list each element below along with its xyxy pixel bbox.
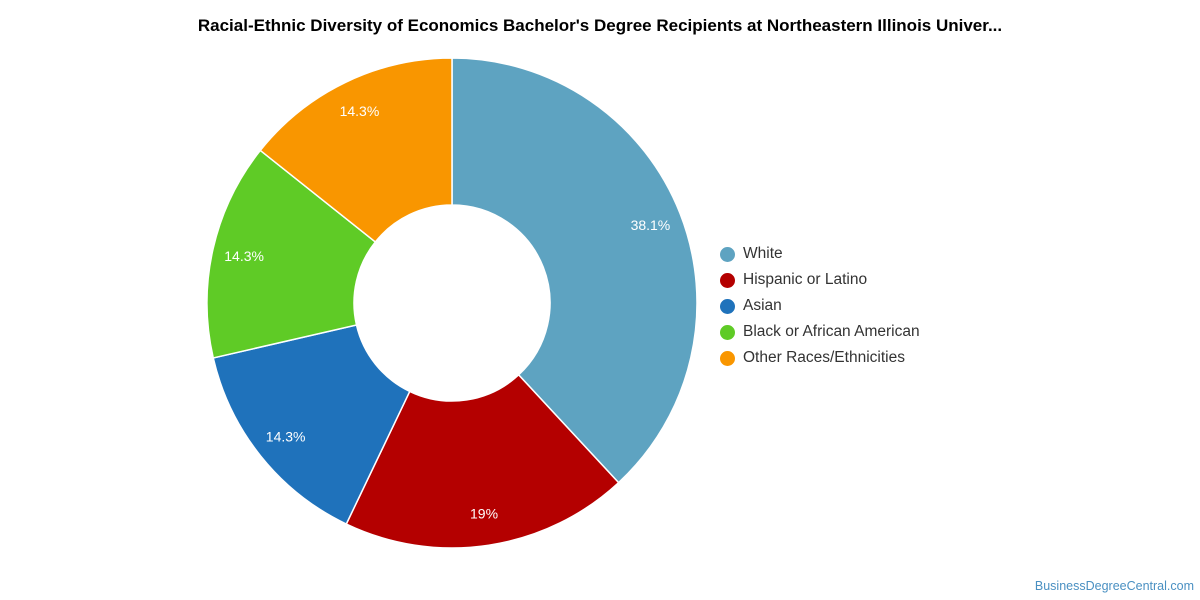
- legend-swatch: [720, 272, 735, 288]
- slice-hispanic-or-latino: [345, 373, 620, 549]
- chart-legend: White Hispanic or Latino Asian Black or Afr…: [720, 241, 920, 371]
- legend-swatch: [720, 324, 735, 340]
- chart-title: Racial-Ethnic Diversity of Economics Bac…: [197, 16, 1003, 35]
- legend-item: Asian: [720, 293, 920, 319]
- slice-label: 14.3%: [224, 248, 264, 264]
- legend-label: Hispanic or Latino: [743, 271, 868, 288]
- slice-label: 14.3%: [266, 428, 306, 444]
- watermark: BusinessDegreeCentral.com: [1034, 579, 1194, 593]
- legend-swatch: [720, 298, 735, 314]
- slice-label: 38.1%: [631, 217, 671, 233]
- legend-swatch: [720, 246, 735, 262]
- legend-label: White: [743, 245, 783, 262]
- legend-item: Other Races/Ethnicities: [720, 345, 920, 371]
- legend-label: Asian: [743, 297, 782, 314]
- legend-label: Black or African American: [743, 323, 920, 340]
- legend-swatch: [720, 350, 735, 366]
- slice-white: [451, 57, 698, 484]
- legend-item: White: [720, 241, 920, 267]
- slice-black-or-african-american: [206, 149, 377, 359]
- legend-item: Black or African American: [720, 319, 920, 345]
- slice-other-races-ethnicities: [259, 57, 453, 244]
- slice-label: 14.3%: [340, 103, 380, 119]
- slice-label: 19%: [470, 506, 498, 522]
- slice-asian: [212, 324, 411, 526]
- legend-label: Other Races/Ethnicities: [743, 349, 905, 366]
- legend-item: Hispanic or Latino: [720, 267, 920, 293]
